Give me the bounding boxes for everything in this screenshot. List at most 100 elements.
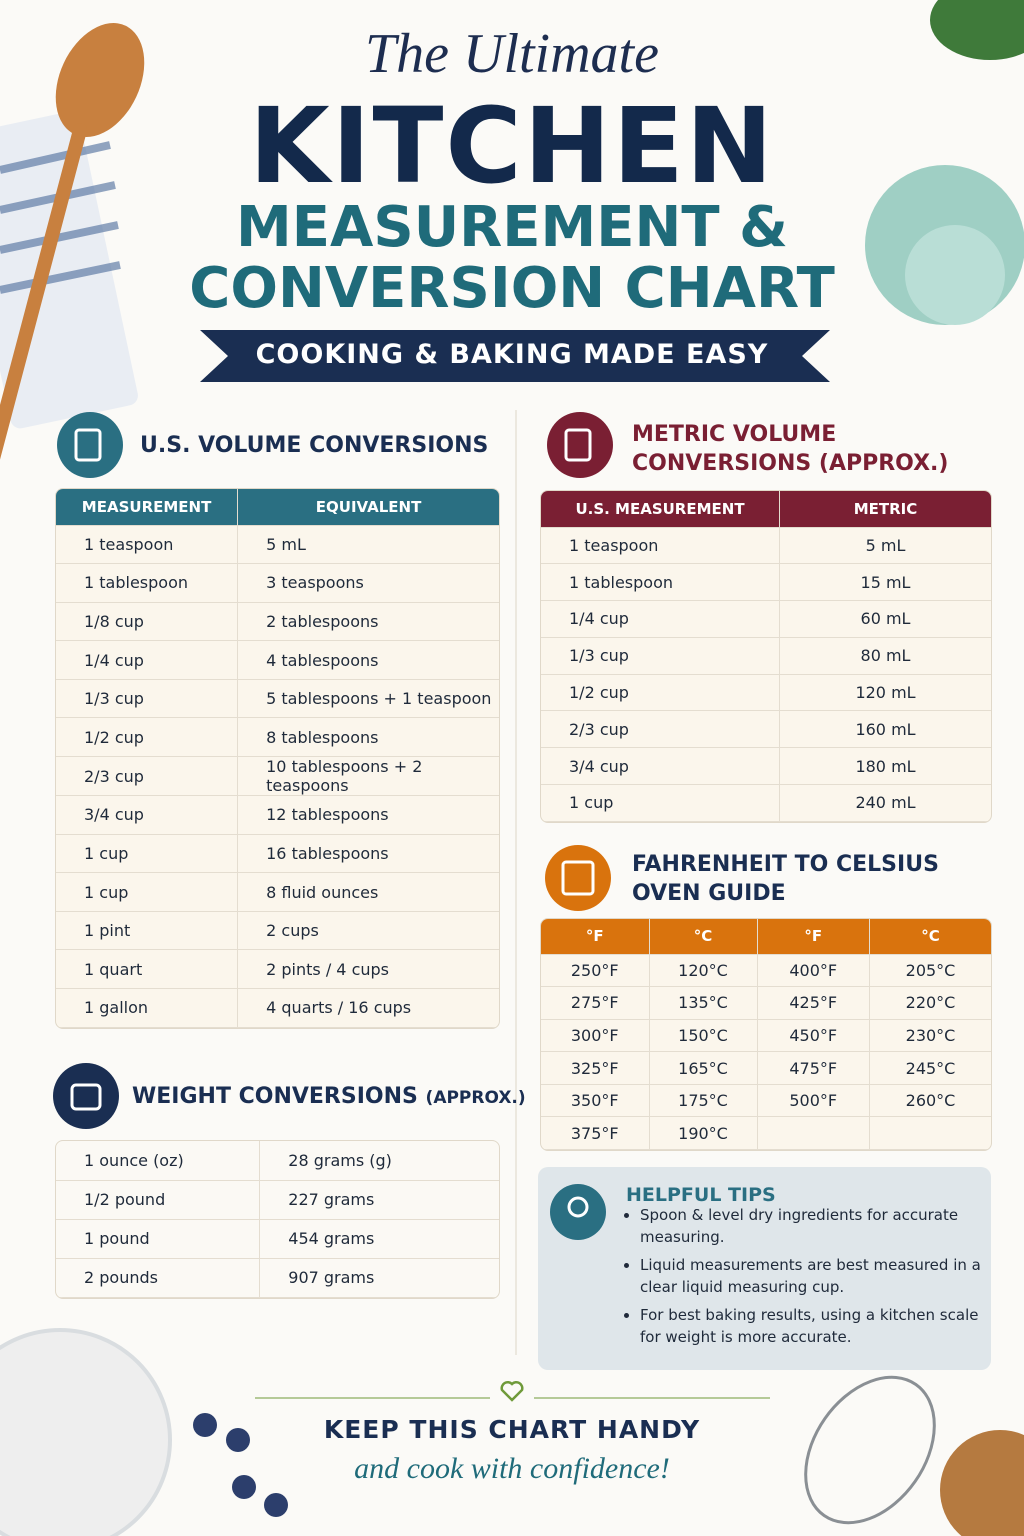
- cell: 3/4 cup: [541, 747, 780, 786]
- cell: 1 gallon: [56, 988, 238, 1028]
- whisk: [804, 1375, 936, 1525]
- title-line: FAHRENHEIT TO CELSIUS: [632, 852, 939, 877]
- cell: 1 cup: [56, 872, 238, 912]
- row: 1 quart 2 pints / 4 cups: [56, 949, 499, 990]
- cell: 4 tablespoons: [237, 640, 499, 680]
- header-row: °F °C °F °C: [541, 919, 991, 955]
- row: 250°F 120°C 400°F 205°C: [541, 954, 991, 988]
- cell: 1 cup: [56, 834, 238, 874]
- cell: 2 pounds: [56, 1258, 260, 1298]
- header-row: U.S. MEASUREMENT METRIC: [541, 491, 991, 528]
- cell: 1 ounce (oz): [56, 1141, 260, 1181]
- row: 3/4 cup 12 tablespoons: [56, 795, 499, 835]
- cell: 375°F: [541, 1116, 649, 1151]
- cell: 205°C: [869, 954, 991, 988]
- cell: 454 grams: [259, 1219, 499, 1259]
- cell: 1 teaspoon: [56, 525, 238, 565]
- spoon: [55, 23, 145, 137]
- cell: 8 fluid ounces: [237, 872, 499, 912]
- cell: 3/4 cup: [56, 795, 238, 835]
- cell: 1/2 pound: [56, 1180, 260, 1220]
- cell: 190°C: [648, 1116, 757, 1151]
- cell: 12 tablespoons: [237, 795, 499, 835]
- cell: 1 pint: [56, 911, 238, 951]
- row: 275°F 135°C 425°F 220°C: [541, 986, 991, 1020]
- weight-table: 1 ounce (oz) 28 grams (g) 1/2 pound 227 gra…: [55, 1140, 500, 1299]
- subtitle: MEASUREMENT &: [236, 195, 788, 260]
- tips-list: Spoon & level dry ingredients for accura…: [618, 1204, 990, 1354]
- header-cell: EQUIVALENT: [237, 489, 499, 526]
- header-cell: MEASUREMENT: [56, 489, 238, 526]
- subtitle: CONVERSION CHART: [189, 256, 835, 321]
- cell: 1/4 cup: [56, 640, 238, 680]
- cell: 28 grams (g): [259, 1141, 499, 1181]
- cell: 1 pound: [56, 1219, 260, 1259]
- blueberries: [193, 1413, 288, 1517]
- header-row: MEASUREMENT EQUIVALENT: [56, 489, 499, 526]
- cell: 2/3 cup: [56, 756, 238, 797]
- cell: 60 mL: [779, 600, 991, 638]
- tip: Spoon & level dry ingredients for accura…: [640, 1204, 990, 1248]
- row: 375°F 190°C: [541, 1116, 991, 1151]
- cell: 240 mL: [779, 784, 991, 822]
- row: 1/4 cup 60 mL: [541, 600, 991, 638]
- leaf: [930, 0, 1024, 60]
- cell: 230°C: [869, 1019, 991, 1053]
- icon-scale: [53, 1063, 119, 1129]
- cell: 1/2 cup: [56, 717, 238, 758]
- table: °F °C °F °C 250°F 120°C 400°F 205°C 275°F 135°C 42…: [541, 919, 991, 1151]
- cell: 325°F: [541, 1051, 649, 1085]
- icon-bulb: [550, 1184, 606, 1240]
- cell: 475°F: [756, 1051, 870, 1085]
- metric-table: U.S. MEASUREMENT METRIC 1 teaspoon 5 mL 1 ta…: [540, 490, 992, 823]
- section-title: WEIGHT CONVERSIONS (APPROX.): [132, 1082, 526, 1113]
- header-cell: U.S. MEASUREMENT: [541, 491, 780, 528]
- cell: 2 cups: [237, 911, 499, 951]
- cell: 275°F: [541, 986, 649, 1020]
- cell: 400°F: [756, 954, 870, 988]
- tips-title: HELPFUL TIPS: [626, 1184, 776, 1206]
- cell: 1/4 cup: [541, 600, 780, 638]
- row: 1 gallon 4 quarts / 16 cups: [56, 988, 499, 1028]
- script-title: The Ultimate: [365, 23, 659, 85]
- icon-glyphs: [70, 428, 595, 1218]
- cell: 135°C: [648, 986, 757, 1020]
- cell: 5 mL: [779, 527, 991, 565]
- cell: 160 mL: [779, 710, 991, 749]
- row: 1/2 pound 227 grams: [56, 1180, 499, 1220]
- title: WEIGHT CONVERSIONS: [132, 1084, 418, 1109]
- cell: 245°C: [869, 1051, 991, 1085]
- cell: 450°F: [756, 1019, 870, 1053]
- cell: 907 grams: [259, 1258, 499, 1298]
- cell: 2 pints / 4 cups: [237, 949, 499, 990]
- row: 3/4 cup 180 mL: [541, 747, 991, 786]
- section-title: METRIC VOLUME CONVERSIONS (APPROX.): [632, 420, 948, 478]
- cell: 165°C: [648, 1051, 757, 1085]
- cell: 10 tablespoons + 2 teaspoons: [237, 756, 499, 797]
- footer-script: and cook with confidence!: [354, 1452, 670, 1485]
- section-title: U.S. VOLUME CONVERSIONS: [140, 433, 489, 458]
- header-cell: °C: [648, 919, 757, 955]
- cup-inner: [905, 225, 1005, 325]
- tip: For best baking results, using a kitchen…: [640, 1304, 990, 1348]
- cell: 1/2 cup: [541, 674, 780, 712]
- cell: 4 quarts / 16 cups: [237, 988, 499, 1028]
- title-line: OVEN GUIDE: [632, 881, 786, 906]
- cell: 260°C: [869, 1084, 991, 1118]
- cell: 5 tablespoons + 1 teaspoon: [237, 679, 499, 719]
- row: 1 teaspoon 5 mL: [56, 525, 499, 565]
- banner-text: COOKING & BAKING MADE EASY: [255, 339, 769, 370]
- row: 1/3 cup 80 mL: [541, 637, 991, 675]
- cell: [756, 1116, 870, 1151]
- icon-cup: [547, 412, 613, 478]
- cell: 1 tablespoon: [541, 563, 780, 602]
- row: 1 pint 2 cups: [56, 911, 499, 951]
- cell: 1/3 cup: [541, 637, 780, 675]
- row: 1/3 cup 5 tablespoons + 1 teaspoon: [56, 679, 499, 719]
- row: 1 cup 240 mL: [541, 784, 991, 822]
- cell: 2/3 cup: [541, 710, 780, 749]
- title: KITCHEN: [249, 85, 775, 207]
- row: 1 teaspoon 5 mL: [541, 527, 991, 565]
- cell: 250°F: [541, 954, 649, 988]
